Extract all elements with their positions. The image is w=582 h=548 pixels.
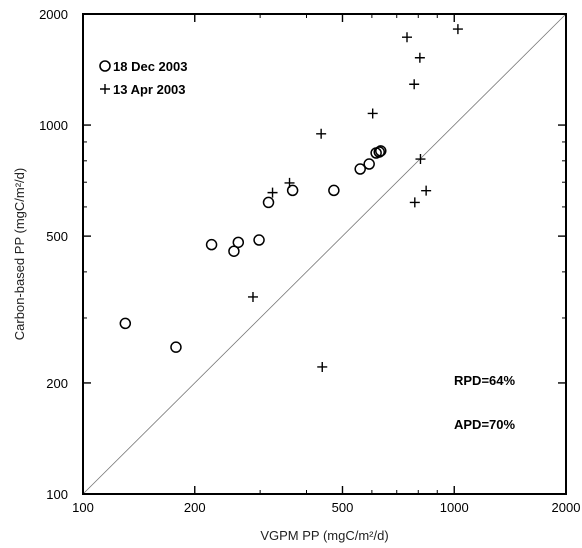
data-point-circle xyxy=(205,238,218,251)
data-point-circle xyxy=(375,145,387,157)
x-tick-label: 100 xyxy=(72,500,94,515)
y-tick-label: 200 xyxy=(46,376,68,391)
data-point-plus xyxy=(421,185,432,196)
data-point-circle xyxy=(354,163,366,175)
data-point-plus xyxy=(414,52,425,63)
data-point-circle xyxy=(228,245,240,257)
y-tick-label: 1000 xyxy=(39,118,68,133)
data-point-circle xyxy=(363,158,375,170)
y-axis-title: Carbon-based PP (mgC/m²/d) xyxy=(12,168,27,340)
x-tick-label: 2000 xyxy=(552,500,581,515)
data-point-plus xyxy=(367,108,378,119)
x-tick-label: 1000 xyxy=(440,500,469,515)
data-point-circle xyxy=(170,341,182,353)
data-point-circle xyxy=(253,234,265,246)
legend-label-dec-2003: 18 Dec 2003 xyxy=(113,59,187,74)
apd-annotation: APD=70% xyxy=(454,417,515,432)
rpd-annotation: RPD=64% xyxy=(454,373,515,388)
data-point-plus xyxy=(409,79,420,90)
data-point-plus xyxy=(409,197,420,208)
data-point-plus xyxy=(401,32,412,43)
data-point-circle xyxy=(119,317,132,330)
data-point-circle xyxy=(286,184,299,197)
x-tick-label: 500 xyxy=(332,500,354,515)
legend: 18 Dec 2003 13 Apr 2003 xyxy=(99,59,187,97)
data-point-plus xyxy=(247,291,258,302)
points-layer xyxy=(119,24,463,372)
ticks-layer: 100 200 500 1000 2000 100 200 500 1000 2000 xyxy=(39,7,580,515)
plot-frame xyxy=(82,13,567,495)
x-axis-title: VGPM PP (mgC/m²/d) xyxy=(260,528,388,543)
data-point-plus xyxy=(284,177,295,188)
legend-marker-plus xyxy=(100,84,110,94)
data-point-circle xyxy=(262,196,275,209)
data-point-plus xyxy=(415,154,426,165)
data-point-circle xyxy=(328,184,340,197)
data-point-plus xyxy=(316,128,327,139)
data-point-plus xyxy=(267,187,278,198)
data-point-circle xyxy=(373,146,385,158)
y-tick-label: 2000 xyxy=(39,7,68,22)
data-point-circle xyxy=(232,236,245,249)
legend-marker-circle xyxy=(99,60,111,72)
one-to-one-reference-line xyxy=(82,13,567,495)
data-point-plus xyxy=(452,24,463,35)
x-tick-label: 200 xyxy=(184,500,206,515)
y-tick-label: 500 xyxy=(46,229,68,244)
legend-label-apr-2003: 13 Apr 2003 xyxy=(113,82,186,97)
data-point-plus xyxy=(317,361,328,372)
y-tick-label: 100 xyxy=(46,487,68,502)
